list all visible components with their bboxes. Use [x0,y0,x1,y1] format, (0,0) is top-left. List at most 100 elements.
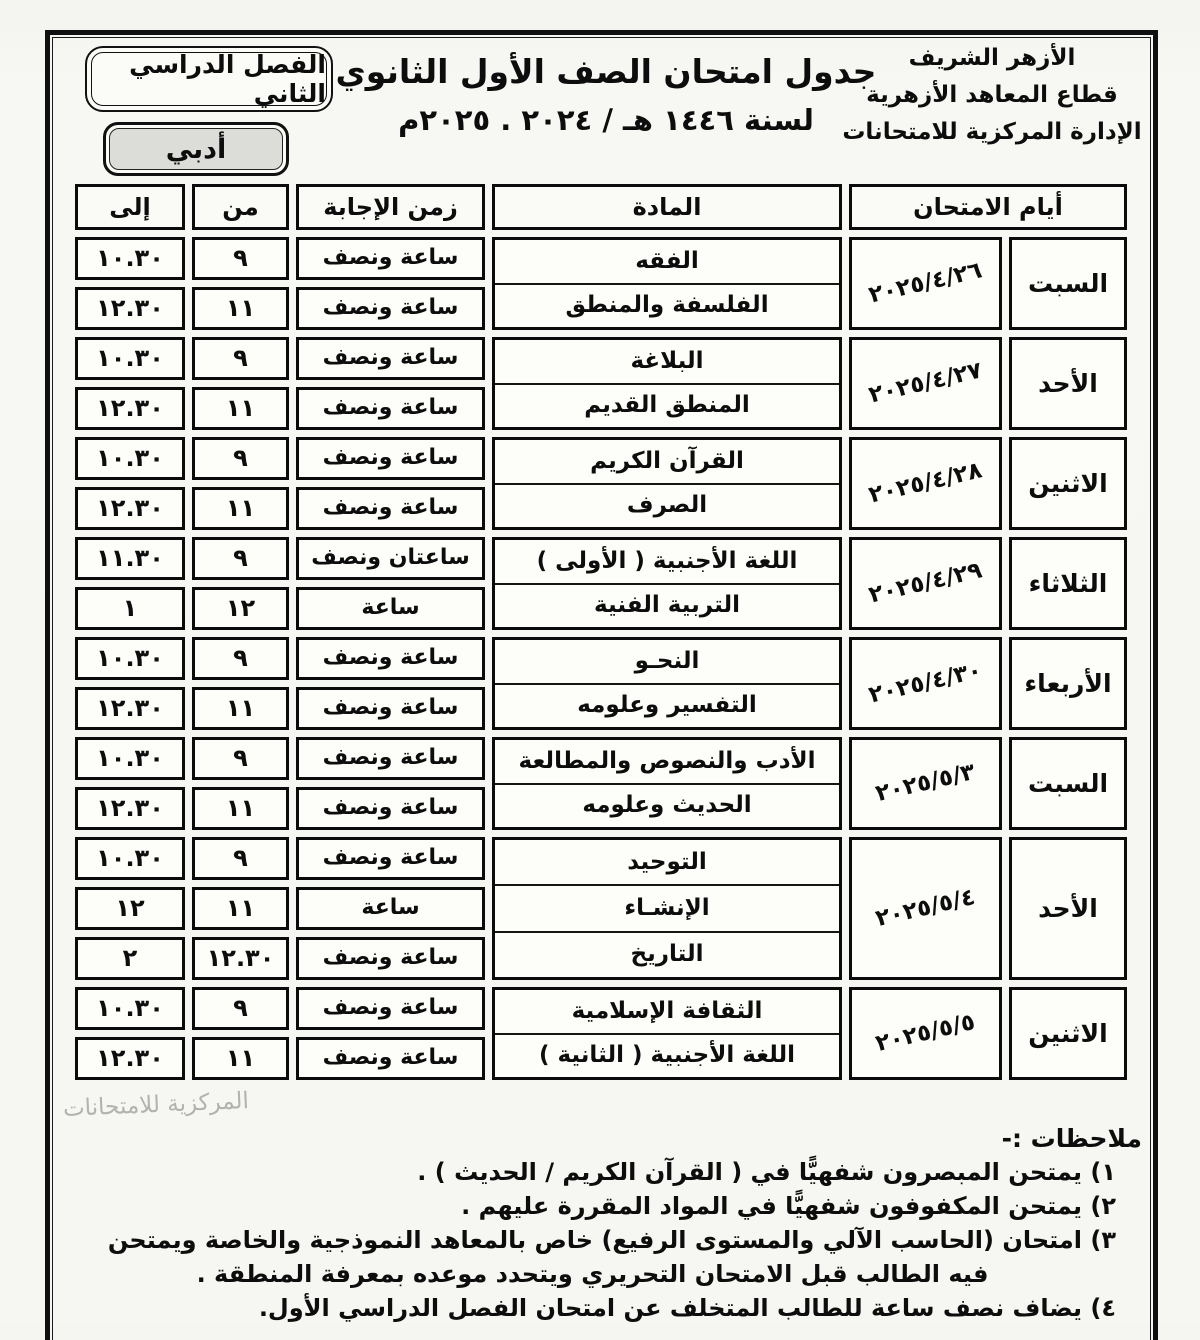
watermark-stamp-text: المركزية للامتحانات [62,1087,250,1123]
time-from-cell: ٩ [192,987,289,1030]
exam-day-group: ١١.٣٠ ٩ ساعتان ونصف ١ ١٢ ساعة اللغة الأجنبية (… [75,537,1132,630]
subject-name: التربية الفنية [495,582,839,628]
page-content: الفصل الدراسي الثاني أدبي جدول امتحان ال… [51,36,1152,1323]
duration-cell: ساعة ونصف [296,937,485,980]
time-to-cell: ١٢.٣٠ [75,287,185,330]
semester-label: الفصل الدراسي الثاني [91,50,327,108]
notes-list: ١) يمتحن المبصرون شفهيًّا في ( القرآن ال… [69,1155,1142,1325]
subject-name: القرآن الكريم [590,447,744,474]
duration-cell: ساعة ونصف [296,637,485,680]
duration-cell: ساعة ونصف [296,837,485,880]
subject-name: النحـو [634,647,700,674]
semester-box: الفصل الدراسي الثاني [85,46,333,112]
exam-date-cell: ٢٠٢٥/٤/٣٠ [849,637,1002,730]
subject-name: التوحيد [627,848,707,875]
time-to-cell: ١٠.٣٠ [75,737,185,780]
time-to-cell: ١٢ [75,887,185,930]
exam-day-cell: السبت [1009,237,1127,330]
subject-name: البلاغة [630,347,704,374]
time-from-cell: ١٢.٣٠ [192,937,289,980]
subject-cell: الأدب والنصوص والمطالعة الحديث وعلومه [492,737,842,830]
exam-date-text: ٢٠٢٥/٤/٢٩ [866,557,985,609]
subject-name: الفلسفة والمنطق [495,282,839,328]
time-from-cell: ١١ [192,887,289,930]
duration-cell: ساعة ونصف [296,337,485,380]
organization-header: الأزهر الشريف قطاع المعاهد الأزهرية الإد… [836,40,1148,150]
notes-heading: ملاحظات :- [1001,1124,1142,1153]
time-from-cell: ٩ [192,537,289,580]
time-from-cell: ١٢ [192,587,289,630]
exam-day-group: ١٠.٣٠ ٩ ساعة ونصف ١٢.٣٠ ١١ ساعة ونصف القرآن ال… [75,437,1132,530]
exam-day-cell: الأحد [1009,837,1127,980]
time-to-cell: ١٠.٣٠ [75,987,185,1030]
time-to-cell: ١٢.٣٠ [75,787,185,830]
time-to-cell: ١٠.٣٠ [75,237,185,280]
exam-date-text: ٢٠٢٥/٤/٣٠ [866,657,985,709]
time-from-cell: ١١ [192,287,289,330]
track-label: أدبي [109,128,283,170]
subject-name: التفسير وعلومه [495,682,839,728]
duration-cell: ساعتان ونصف [296,537,485,580]
title-line-1: جدول امتحان الصف الأول الثانوي [335,52,877,91]
duration-cell: ساعة ونصف [296,387,485,430]
exam-date-cell: ٢٠٢٥/٤/٢٧ [849,337,1002,430]
duration-cell: ساعة ونصف [296,287,485,330]
exam-date-cell: ٢٠٢٥/٤/٢٦ [849,237,1002,330]
note-item: ٤) يضاف نصف ساعة للطالب المتخلف عن امتحا… [258,1294,1116,1322]
duration-cell: ساعة ونصف [296,1037,485,1080]
subject-name: اللغة الأجنبية ( الثانية ) [495,1032,839,1078]
exam-date-text: ٢٠٢٥/٥/٤ [873,883,978,932]
table-header-row: إلى من زمن الإجابة المادة أيام الامتحان [75,184,1132,230]
time-from-cell: ١١ [192,787,289,830]
subject-name: الثقافة الإسلامية [571,997,763,1024]
time-from-cell: ١١ [192,387,289,430]
time-to-cell: ١٢.٣٠ [75,687,185,730]
header-from: من [192,184,289,230]
exam-date-text: ٢٠٢٥/٥/٣ [873,758,978,807]
duration-cell: ساعة ونصف [296,437,485,480]
subject-name: الحديث وعلومه [495,782,839,828]
exam-day-group: ١٠.٣٠ ٩ ساعة ونصف ١٢.٣٠ ١١ ساعة ونصف الفقه الفل… [75,237,1132,330]
subject-cell: التوحيد الإنشـاء التاريخ [492,837,842,980]
time-from-cell: ٩ [192,837,289,880]
subject-name: الإنشـاء [495,884,839,930]
duration-cell: ساعة ونصف [296,487,485,530]
subject-cell: البلاغة المنطق القديم [492,337,842,430]
exam-day-group: ١٠.٣٠ ٩ ساعة ونصف ١٢.٣٠ ١١ ساعة ونصف الأدب وال… [75,737,1132,830]
subject-cell: القرآن الكريم الصرف [492,437,842,530]
exam-date-cell: ٢٠٢٥/٤/٢٨ [849,437,1002,530]
org-line-3: الإدارة المركزية للامتحانات [842,118,1142,145]
exam-day-group: ١٠.٣٠ ٩ ساعة ونصف ١٢.٣٠ ١١ ساعة ونصف النحـو الت… [75,637,1132,730]
duration-cell: ساعة ونصف [296,987,485,1030]
subject-cell: الثقافة الإسلامية اللغة الأجنبية ( الثاني… [492,987,842,1080]
time-from-cell: ١١ [192,1037,289,1080]
header-to: إلى [75,184,185,230]
time-to-cell: ١٠.٣٠ [75,837,185,880]
exam-day-cell: الاثنين [1009,987,1127,1080]
time-to-cell: ١٠.٣٠ [75,437,185,480]
subject-name: الأدب والنصوص والمطالعة [518,747,816,774]
exam-day-group: ١٠.٣٠ ٩ ساعة ونصف ١٢ ١١ ساعة ٢ ١٢.٣٠ ساعة ونصف ال… [75,837,1132,980]
subject-name: المنطق القديم [495,382,839,428]
duration-cell: ساعة ونصف [296,237,485,280]
exam-day-cell: السبت [1009,737,1127,830]
duration-cell: ساعة ونصف [296,787,485,830]
time-to-cell: ٢ [75,937,185,980]
time-to-cell: ١١.٣٠ [75,537,185,580]
exam-date-cell: ٢٠٢٥/٥/٤ [849,837,1002,980]
subject-name: اللغة الأجنبية ( الأولى ) [536,547,798,574]
time-to-cell: ١٢.٣٠ [75,387,185,430]
exam-date-cell: ٢٠٢٥/٤/٢٩ [849,537,1002,630]
page-border-frame [45,30,1158,1340]
exam-day-cell: الأحد [1009,337,1127,430]
exam-day-group: ١٠.٣٠ ٩ ساعة ونصف ١٢.٣٠ ١١ ساعة ونصف الثقافة ا… [75,987,1132,1080]
exam-day-group: ١٠.٣٠ ٩ ساعة ونصف ١٢.٣٠ ١١ ساعة ونصف البلاغة ال… [75,337,1132,430]
time-from-cell: ١١ [192,487,289,530]
exam-day-cell: الثلاثاء [1009,537,1127,630]
duration-cell: ساعة ونصف [296,737,485,780]
time-to-cell: ١٠.٣٠ [75,337,185,380]
subject-cell: اللغة الأجنبية ( الأولى ) التربية الفنية [492,537,842,630]
exam-schedule-table: إلى من زمن الإجابة المادة أيام الامتحان … [75,184,1132,1080]
exam-day-cell: الأربعاء [1009,637,1127,730]
